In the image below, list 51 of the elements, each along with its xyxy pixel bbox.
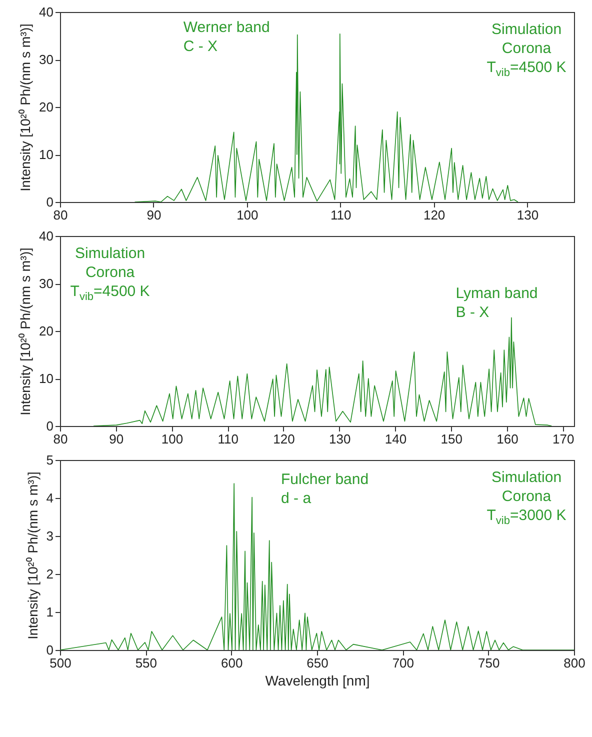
y-axis-title: Intensity [10²⁰ Ph/(nm s m³)] (18, 248, 34, 416)
x-tick-label: 170 (552, 432, 574, 446)
y-tick-label: 4 (46, 490, 54, 506)
y-tick-label: 2 (46, 566, 54, 582)
x-tick-label: 100 (161, 432, 184, 446)
x-tick-label: 120 (423, 208, 446, 222)
x-tick-label: 700 (392, 656, 414, 670)
x-tick-label: 150 (440, 432, 462, 446)
y-tick-label: 30 (39, 276, 54, 291)
line-series (60, 483, 574, 650)
x-tick-label: 130 (516, 208, 539, 222)
annotation: Fulcher band d - a (281, 470, 369, 508)
x-tick-label: 140 (384, 432, 407, 446)
annotation: Simulation Corona T$_{vib}$=3000 K (486, 468, 566, 529)
y-tick-label: 0 (46, 418, 54, 434)
y-tick-label: 10 (39, 371, 54, 386)
x-tick-label: 80 (53, 208, 68, 222)
x-tick-label: 800 (564, 656, 586, 670)
x-tick-label: 110 (330, 208, 352, 222)
y-tick-label: 10 (39, 147, 54, 162)
x-tick-label: 90 (109, 432, 124, 446)
x-tick-label: 500 (50, 656, 72, 670)
x-tick-label: 650 (306, 656, 328, 670)
x-tick-label: 130 (328, 432, 351, 446)
y-tick-label: 0 (46, 194, 54, 210)
x-tick-label: 100 (236, 208, 258, 222)
y-tick-label: 5 (46, 452, 54, 468)
annotation: Werner band C - X (183, 18, 270, 56)
x-tick-label: 750 (478, 656, 500, 670)
x-tick-label: 90 (146, 208, 162, 222)
y-tick-label: 3 (46, 528, 54, 544)
y-tick-label: 0 (46, 642, 54, 658)
x-tick-label: 80 (53, 432, 68, 446)
y-tick-label: 20 (39, 100, 54, 114)
x-tick-label: 120 (273, 432, 295, 446)
y-tick-label: 30 (39, 52, 54, 67)
annotation: Simulation Corona T$_{vib}$=4500 K (486, 20, 566, 81)
y-tick-label: 20 (39, 324, 54, 338)
y-tick-label: 40 (39, 228, 54, 244)
x-tick-label: 550 (135, 656, 158, 670)
line-series (93, 317, 552, 426)
y-tick-label: 1 (46, 604, 54, 620)
y-axis-title: Intensity [10²⁰ Ph/(nm s m³)] (25, 472, 40, 640)
y-tick-label: 40 (39, 4, 54, 20)
y-axis-title: Intensity [10²⁰ Ph/(nm s m³)] (18, 24, 34, 192)
annotation: Simulation Corona T$_{vib}$=4500 K (70, 244, 150, 305)
annotation: Lyman band B - X (456, 284, 538, 322)
x-tick-label: 160 (496, 432, 518, 446)
x-tick-label: 600 (220, 656, 243, 670)
x-tick-label: 110 (218, 432, 238, 446)
x-axis-title: Wavelength [nm] (265, 672, 370, 688)
